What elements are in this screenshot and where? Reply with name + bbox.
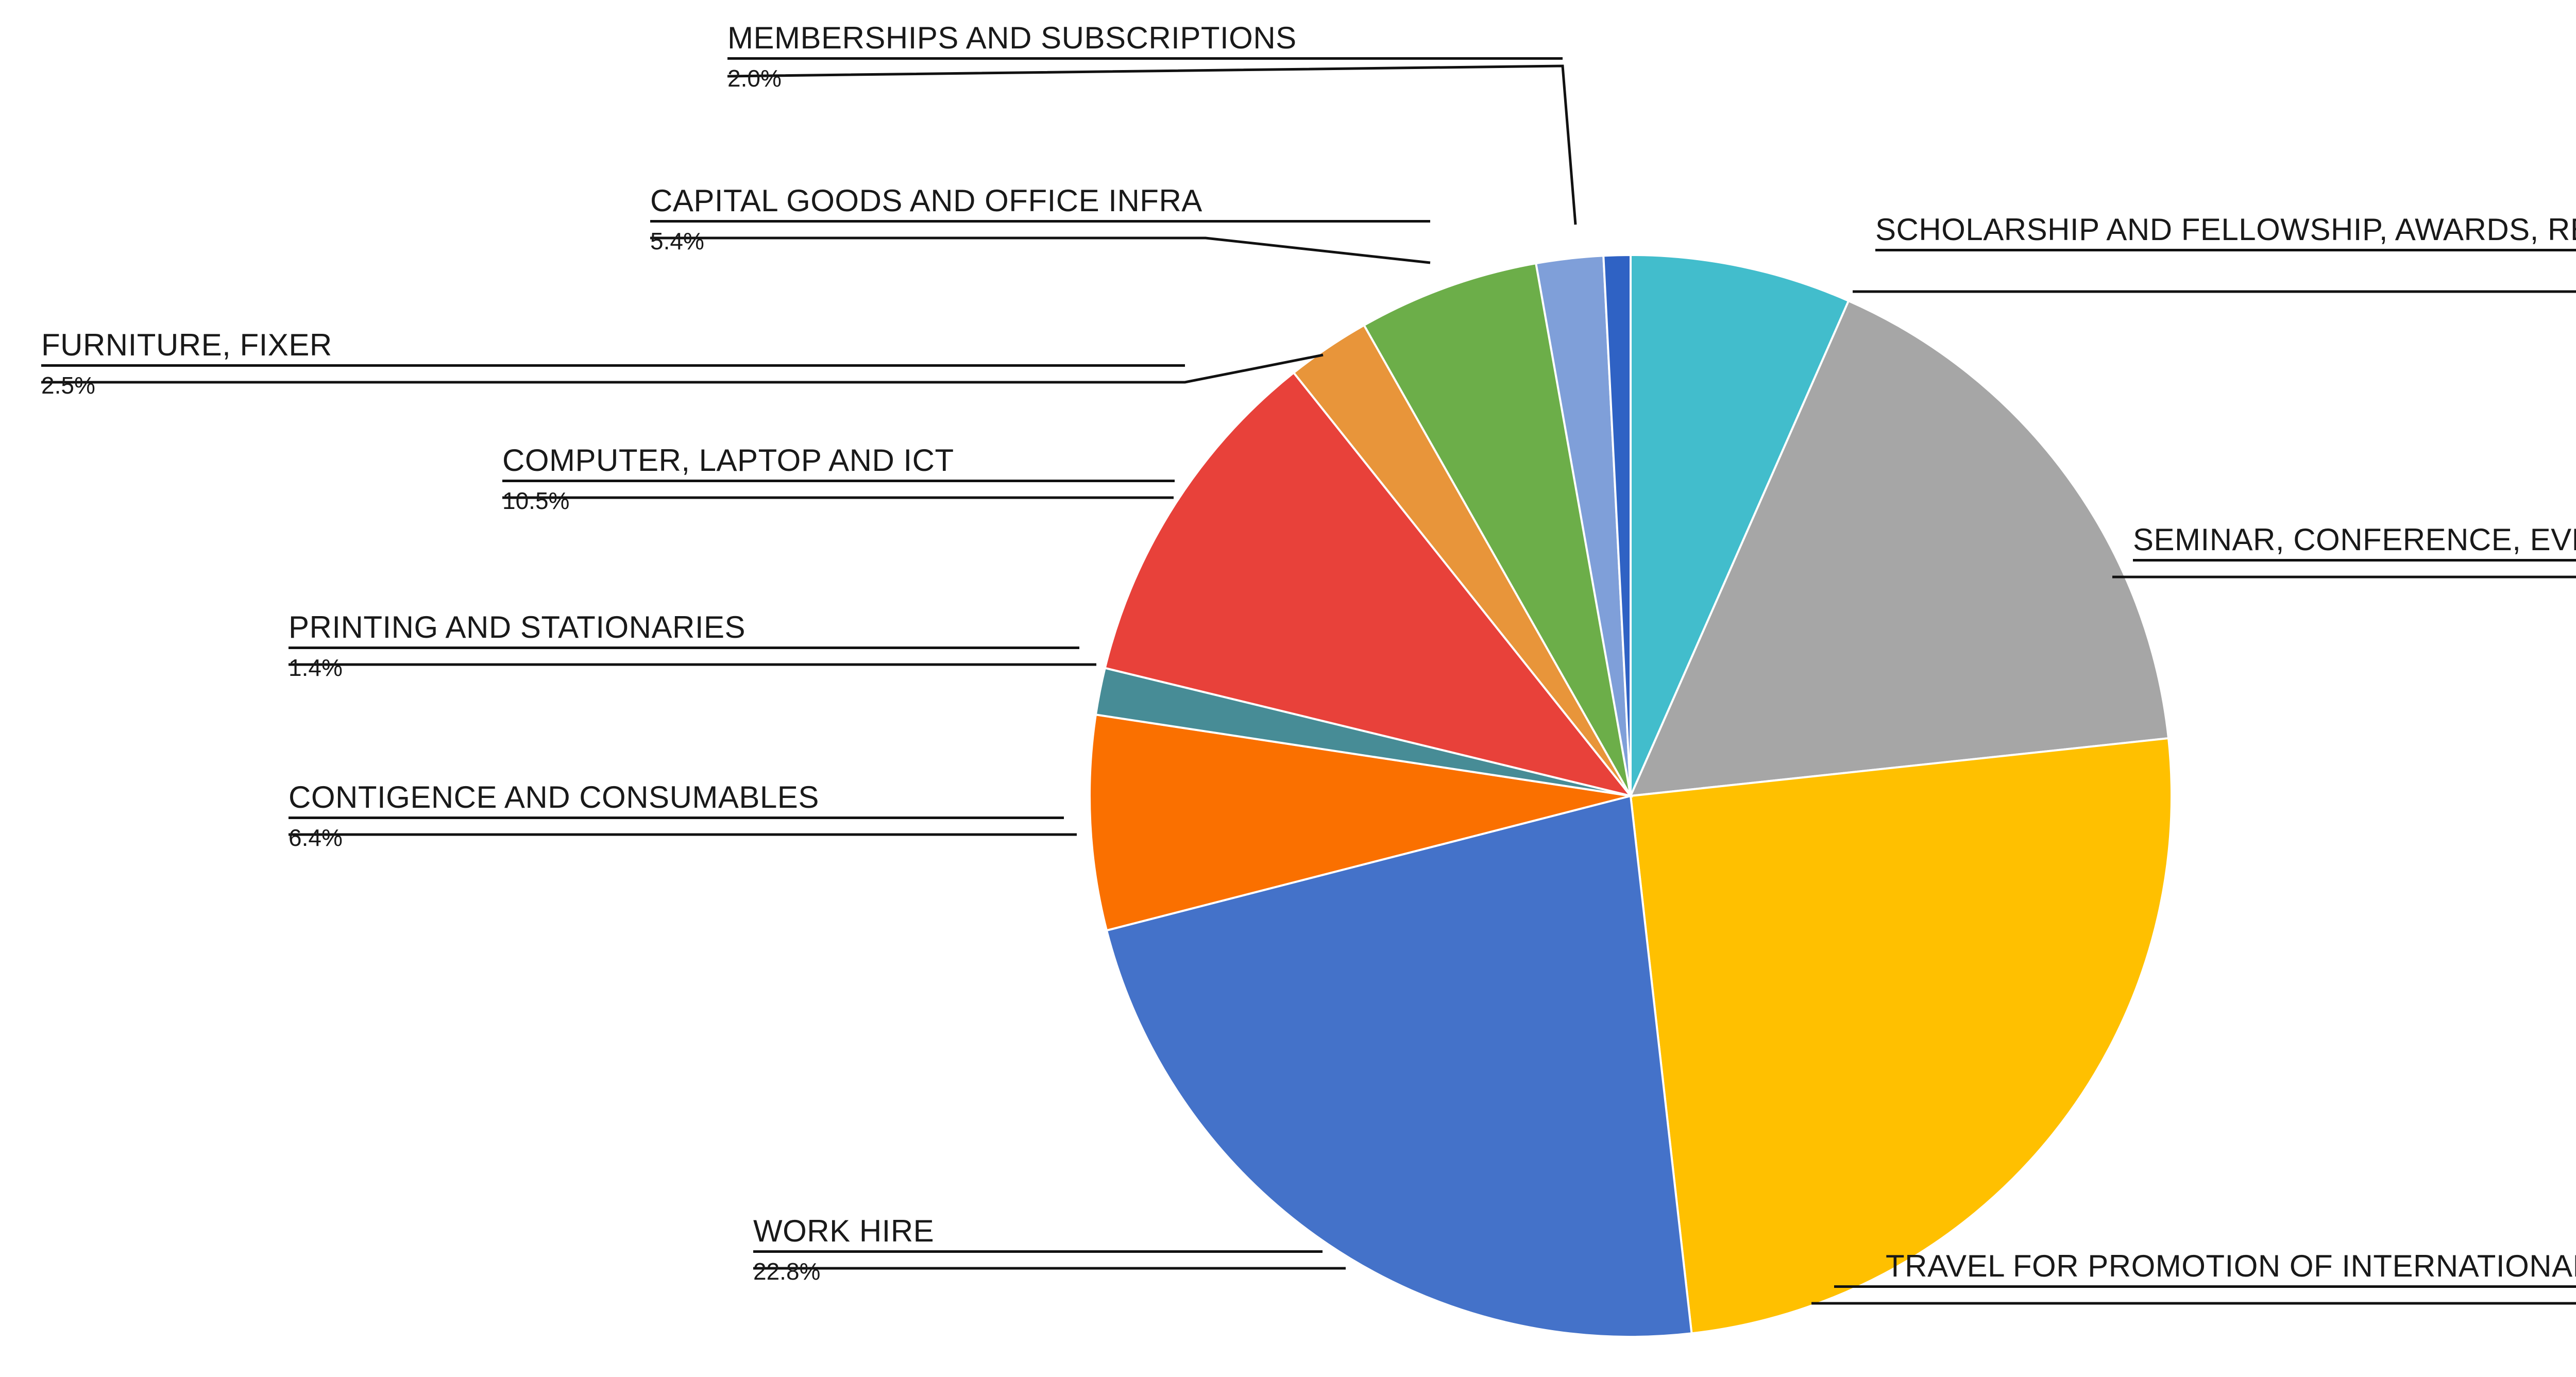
label-contigence-category: CONTIGENCE AND CONSUMABLES [289, 780, 819, 814]
label-scholarship-percent: 6.6% [1875, 257, 2576, 284]
label-memberships-percent: 2.0% [727, 65, 782, 92]
leader-lines-group [41, 64, 2576, 1305]
label-work-hire-rule [753, 1250, 1323, 1253]
label-furniture: FURNITURE, FIXER 2.5% [41, 329, 1185, 399]
label-seminar-category: SEMINAR, CONFERENCE, EVENTS AND DELE... [2133, 522, 2576, 557]
label-contigence-percent: 6.4% [289, 824, 343, 851]
pie-slice-computer[interactable] [1104, 371, 1634, 798]
label-computer-rule [502, 480, 1175, 482]
label-capital-goods-category: CAPITAL GOODS AND OFFICE INFRA [650, 183, 1202, 218]
pie-slices-group [1089, 253, 2173, 1338]
label-furniture-category: FURNITURE, FIXER [41, 328, 332, 362]
label-furniture-rule [41, 364, 1185, 367]
label-printing-rule [289, 647, 1079, 649]
label-printing-category: PRINTING AND STATIONARIES [289, 610, 746, 644]
label-contigence: CONTIGENCE AND CONSUMABLES 6.4% [289, 781, 1066, 852]
label-printing-percent: 1.4% [289, 654, 343, 681]
label-travel-category: TRAVEL FOR PROMOTION OF INTERNATIONAL RE… [1886, 1249, 2576, 1283]
label-seminar: SEMINAR, CONFERENCE, EVENTS AND DELE... … [2133, 523, 2576, 594]
leader-capital-goods [650, 236, 1431, 264]
label-capital-goods-rule [650, 220, 1430, 223]
label-travel: TRAVEL FOR PROMOTION OF INTERNATIONAL RE… [1834, 1249, 2576, 1320]
label-memberships-rule [727, 57, 1563, 60]
leader-memberships [727, 64, 1577, 225]
label-computer-percent: 10.5% [502, 487, 570, 514]
label-computer: COMPUTER, LAPTOP AND ICT 10.5% [502, 444, 1177, 515]
label-capital-goods-percent: 5.4% [650, 228, 704, 254]
label-memberships: MEMBERSHIPS AND SUBSCRIPTIONS 2.0% [727, 21, 1563, 92]
label-scholarship: SCHOLARSHIP AND FELLOWSHIP, AWARDS, REWA… [1875, 213, 2576, 284]
label-work-hire: WORK HIRE 22.8% [753, 1215, 1325, 1285]
pie-slice-seminar[interactable] [1629, 299, 2170, 797]
label-capital-goods: CAPITAL GOODS AND OFFICE INFRA 5.4% [650, 184, 1433, 255]
label-travel-rule [1834, 1285, 2576, 1288]
label-work-hire-percent: 22.8% [753, 1258, 821, 1285]
label-printing: PRINTING AND STATIONARIES 1.4% [289, 611, 1082, 682]
pie-slice-other[interactable] [1602, 253, 1632, 796]
pie-slice-scholarship[interactable] [1630, 253, 1850, 796]
label-scholarship-category: SCHOLARSHIP AND FELLOWSHIP, AWARDS, REWA… [1875, 212, 2576, 247]
label-seminar-percent: 16.7% [2133, 567, 2576, 594]
pie-slice-capital[interactable] [1362, 262, 1632, 796]
label-travel-percent: 24.9% [1886, 1293, 2576, 1320]
pie-slice-work-hire[interactable] [1105, 794, 1693, 1338]
pie-slice-contigence[interactable] [1089, 713, 1631, 932]
label-seminar-rule [2133, 559, 2576, 562]
label-scholarship-rule [1875, 249, 2576, 251]
label-contigence-rule [289, 817, 1064, 819]
label-work-hire-category: WORK HIRE [753, 1214, 935, 1248]
label-computer-category: COMPUTER, LAPTOP AND ICT [502, 443, 954, 478]
leader-furniture [41, 353, 1324, 384]
pie-slice-travel[interactable] [1629, 737, 2173, 1335]
label-memberships-category: MEMBERSHIPS AND SUBSCRIPTIONS [727, 21, 1297, 55]
label-furniture-percent: 2.5% [41, 372, 95, 399]
